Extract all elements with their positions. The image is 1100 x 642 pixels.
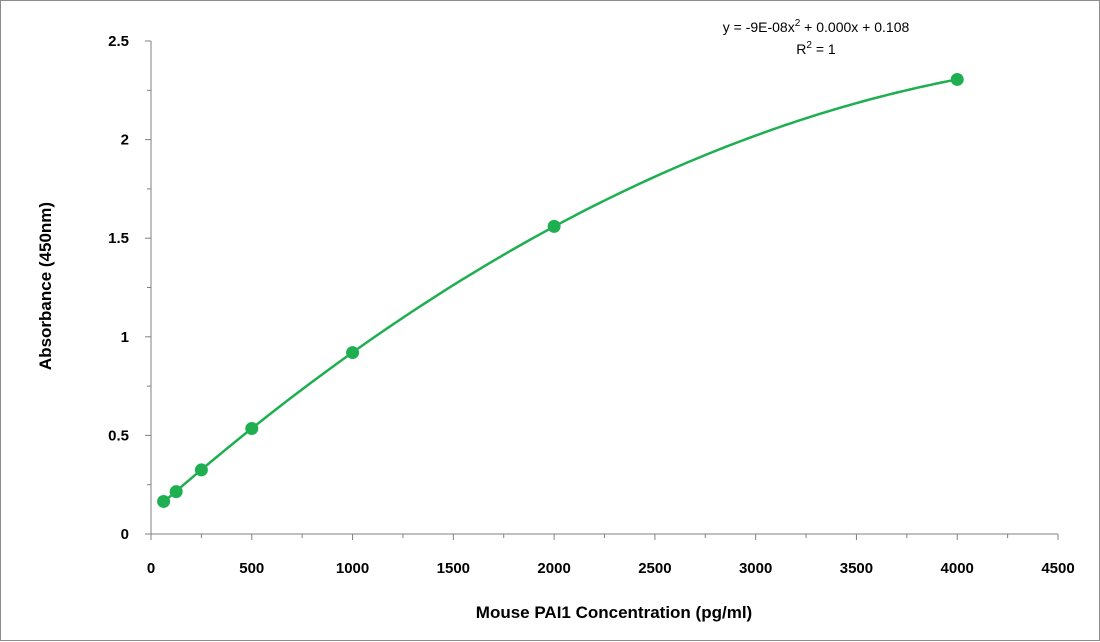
data-points [157,72,964,508]
x-tick-label: 4000 [941,560,974,577]
data-point [547,219,561,233]
data-point [950,72,964,86]
x-tick-label: 4500 [1041,560,1074,577]
data-point [157,494,171,508]
x-tick-label: 1500 [437,560,470,577]
x-tick-label: 2500 [638,560,671,577]
r-squared: R2 = 1 [796,40,836,57]
axes [150,41,1058,535]
x-tick-label: 2000 [537,560,570,577]
r-squared-exponent: 2 [806,40,812,51]
x-axis-title: Mouse PAI1 Concentration (pg/ml) [476,603,752,622]
r-squared-suffix: = 1 [812,41,836,57]
y-tick-label: 0 [121,526,129,543]
y-tick-label: 1 [121,329,129,346]
trendline [162,78,958,504]
y-axis-title: Absorbance (450nm) [36,202,55,370]
trendline-equation-suffix: + 0.000x + 0.108 [800,19,909,35]
y-tick-label: 1.5 [108,230,129,247]
data-point [169,485,183,499]
x-tick-label: 3000 [739,560,772,577]
trendline-equation-prefix: y = -9E-08x [723,19,795,35]
x-tick-label: 0 [147,560,155,577]
x-tick-label: 500 [239,560,264,577]
trendline-equation: y = -9E-08x2 + 0.000x + 0.108 [723,18,910,35]
x-axis-ticks: 0 500 1000 1500 2000 2500 3000 3500 4000 4500 [147,534,1075,577]
data-point [245,421,259,435]
y-axis-ticks: 0 0.5 1 1.5 2 2.5 [108,33,151,543]
y-tick-label: 2.5 [108,33,129,50]
trendline-equation-exponent: 2 [795,18,801,29]
x-tick-label: 3500 [840,560,873,577]
x-tick-label: 1000 [336,560,369,577]
y-tick-label: 0.5 [108,427,129,444]
y-tick-label: 2 [121,132,129,149]
data-point [346,346,360,360]
data-point [194,463,208,477]
r-squared-prefix: R [796,41,806,57]
